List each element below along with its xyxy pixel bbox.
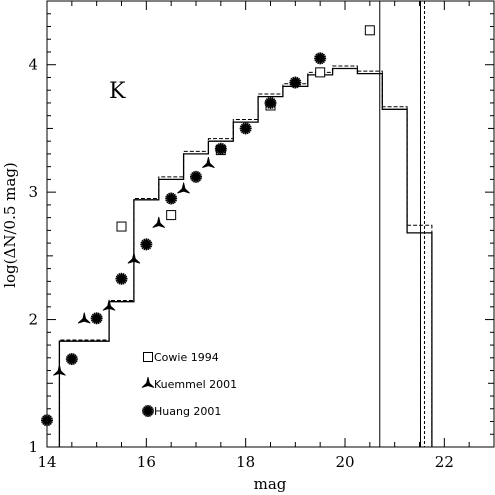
data-point-three-pronged-star [77, 312, 91, 324]
x-axis-title: mag [254, 475, 287, 493]
data-point-starburst [314, 52, 327, 65]
data-point-three-pronged-star [127, 252, 141, 264]
data-point-starburst [140, 238, 153, 251]
data-point-starburst [115, 272, 128, 285]
legend-label: Huang 2001 [154, 405, 221, 418]
y-tick-label: 2 [28, 311, 38, 329]
model-histograms [58, 65, 433, 447]
data-point-starburst [190, 170, 202, 183]
data-point-open-square [364, 25, 375, 36]
panel-label: K [109, 79, 126, 104]
plot-frame [46, 0, 495, 448]
legend-marker-starburst [142, 405, 154, 417]
limit-lines [379, 1, 425, 447]
x-tick-label: 22 [435, 453, 454, 471]
data-point-starburst [289, 76, 302, 89]
data-points [41, 25, 375, 427]
data-point-open-square [116, 221, 127, 232]
legend-label: Kuemmel 2001 [154, 378, 237, 391]
data-point-three-pronged-star [177, 182, 190, 194]
y-axis-title: log(ΔN/0.5 mag) [1, 162, 19, 288]
legend-label: Cowie 1994 [154, 351, 219, 364]
y-tick-label: 4 [28, 56, 38, 74]
step-line-dashed [58, 65, 433, 447]
data-point-three-pronged-star [152, 216, 166, 228]
x-tick-label: 18 [236, 453, 255, 471]
data-point-starburst [239, 122, 252, 135]
data-point-starburst [41, 414, 53, 427]
data-point-three-pronged-star [102, 299, 116, 311]
axis-ticks [46, 0, 495, 448]
y-tick-label: 1 [28, 438, 38, 456]
legend-marker-three-pronged-star [141, 376, 155, 388]
data-point-three-pronged-star [202, 157, 215, 168]
data-point-starburst [65, 353, 78, 366]
x-tick-label: 16 [137, 453, 156, 471]
legend: Cowie 1994 Kuemmel 2001 Huang 2001 [141, 351, 237, 418]
legend-marker-open-square [143, 352, 153, 362]
data-point-open-square [315, 67, 326, 78]
axis-tick-labels: 14 16 18 20 22 1 2 3 4 [28, 56, 453, 471]
data-point-three-pronged-star [53, 364, 66, 376]
data-point-open-square [166, 210, 177, 221]
x-tick-label: 14 [37, 453, 56, 471]
y-tick-label: 3 [28, 183, 38, 201]
data-point-starburst [165, 192, 178, 205]
data-point-starburst [264, 96, 277, 109]
data-point-starburst [214, 142, 227, 155]
data-point-starburst [90, 312, 103, 325]
x-tick-label: 20 [335, 453, 354, 471]
